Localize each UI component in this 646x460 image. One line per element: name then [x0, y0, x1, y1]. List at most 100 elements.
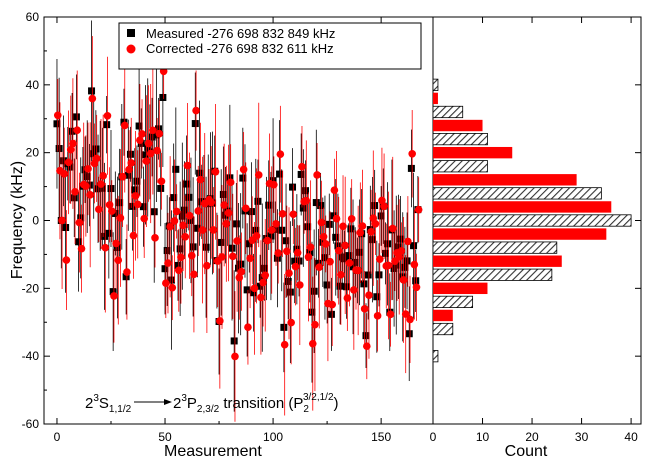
measured-point [159, 93, 167, 101]
corrected-point [118, 172, 127, 181]
measured-point [62, 224, 70, 232]
corrected-point [311, 320, 319, 329]
histogram-x-tick-label: 40 [624, 430, 638, 444]
corrected-point [116, 214, 125, 222]
corrected-point [278, 209, 287, 218]
corrected-point [170, 217, 179, 225]
corrected-point [155, 129, 164, 138]
corrected-point [317, 218, 326, 227]
legend-label-measured: Measured -276 698 832 849 kHz [146, 26, 335, 41]
measured-point [323, 281, 331, 289]
measured-point [351, 258, 359, 266]
corrected-point [283, 247, 291, 256]
measured-point [345, 252, 353, 260]
measured-point [295, 257, 303, 265]
y-tick-label: -20 [22, 281, 40, 295]
histogram-bar-corrected [433, 146, 513, 159]
measured-point [170, 194, 178, 202]
measured-point [278, 226, 286, 234]
corrected-point [298, 162, 306, 171]
corrected-point [257, 293, 265, 302]
measured-point [219, 190, 227, 198]
histogram-panel: 0 10 20 30 40 Count [430, 16, 642, 460]
legend-box [118, 22, 422, 70]
histogram-axes: 0 10 20 30 40 [430, 16, 641, 444]
corrected-point [401, 310, 410, 318]
corrected-point [315, 263, 324, 271]
corrected-point [235, 273, 244, 282]
corrected-point [384, 261, 393, 270]
measured-point [286, 288, 294, 296]
measured-point [150, 208, 158, 216]
corrected-point [222, 219, 231, 228]
corrected-point [181, 232, 190, 241]
legend-label-corrected: Corrected -276 698 832 611 kHz [146, 41, 334, 56]
y-tick-label: -40 [22, 349, 40, 363]
measured-point [343, 283, 351, 291]
y-tick-label: 20 [26, 146, 40, 160]
corrected-point [209, 226, 218, 234]
measured-point [384, 240, 392, 248]
measured-point [187, 216, 195, 224]
measured-point [101, 232, 109, 240]
corrected-point [112, 239, 120, 248]
annotation-rhs-sub: 2,3/2 [197, 404, 220, 415]
corrected-point [373, 312, 382, 320]
measured-point [306, 248, 314, 256]
measured-point [70, 194, 78, 202]
corrected-point [146, 149, 155, 158]
measured-point [176, 245, 184, 253]
measured-point [109, 288, 117, 296]
corrected-point [88, 94, 97, 103]
annotation-lhs-sub: 1,1/2 [109, 404, 132, 415]
corrected-point [101, 243, 110, 252]
corrected-point [321, 240, 330, 248]
measured-point [98, 184, 106, 192]
measured-point [237, 260, 245, 268]
measured-point [332, 233, 340, 241]
annotation-lhs-letter: S [99, 395, 109, 412]
measured-point [301, 187, 309, 195]
measured-point [116, 199, 124, 207]
measured-point [247, 208, 255, 216]
measured-point [312, 199, 320, 207]
corrected-point [244, 323, 252, 332]
measured-point [144, 143, 152, 151]
histogram-x-axis-label: Count [505, 443, 548, 460]
corrected-point [73, 126, 82, 135]
measured-point [77, 214, 85, 222]
corrected-point [86, 191, 94, 199]
corrected-point [162, 279, 170, 287]
corrected-point [414, 205, 423, 214]
corrected-point [397, 247, 406, 255]
measured-point [235, 264, 242, 272]
histogram-x-tick-label: 10 [476, 430, 490, 444]
histogram-bar-corrected [433, 201, 612, 213]
corrected-point [276, 150, 285, 159]
corrected-point [345, 259, 354, 267]
corrected-point [334, 246, 343, 255]
corrected-point [371, 220, 380, 228]
corrected-point [358, 222, 367, 230]
measured-point [180, 206, 188, 214]
measured-point [291, 257, 299, 265]
measured-point [308, 308, 316, 316]
corrected-point [380, 202, 388, 211]
annotation-lhs-base: 2 [85, 395, 93, 412]
corrected-point [326, 257, 334, 266]
measured-point [356, 248, 364, 256]
corrected-point [233, 237, 241, 245]
annotation-suffix: transition (P [219, 395, 303, 412]
annotation-close: ) [334, 395, 339, 412]
corrected-point [82, 182, 90, 190]
measured-point [88, 87, 96, 95]
corrected-point [337, 270, 345, 279]
measured-point [191, 120, 199, 128]
measured-point [394, 243, 402, 251]
histogram-bar-corrected [433, 309, 453, 322]
annotation-rhs-sup: 3 [181, 393, 187, 404]
corrected-point [367, 228, 375, 236]
corrected-point [95, 205, 103, 214]
measured-point [155, 125, 163, 133]
measured-point [403, 257, 411, 265]
